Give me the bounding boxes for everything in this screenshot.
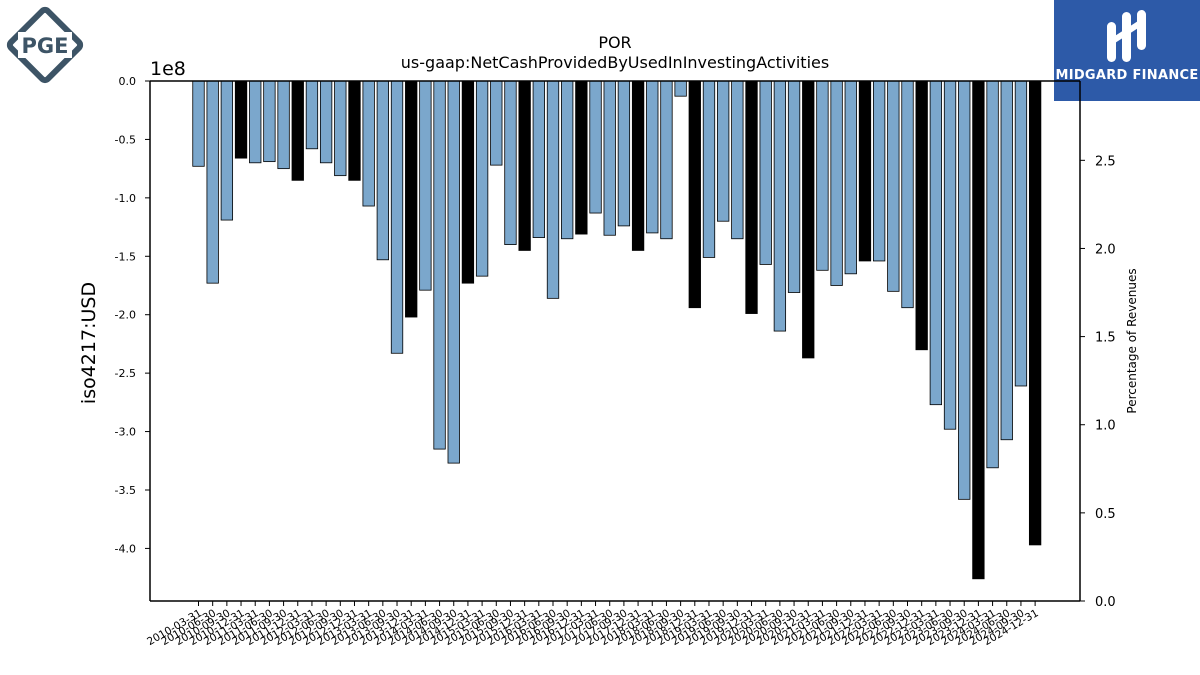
bar-2024-06-30 bbox=[1000, 80, 1013, 441]
bar-2016-03-31 bbox=[532, 80, 545, 238]
bar-2020-09-30 bbox=[787, 80, 801, 293]
y2-tick-label: 1.5 bbox=[1095, 331, 1116, 346]
ticks-group: 0.0 -0.5 -1.0 -1.5 -2.0 -2.5 -3.0 -3.5 -4.0 0.0 0.… bbox=[115, 75, 1116, 648]
chart-subtitle: us-gaap:NetCashProvidedByUsedInInvesting… bbox=[401, 53, 829, 72]
y2-axis-label: Percentage of Revenues bbox=[1125, 268, 1139, 413]
bar-2022-06-30 bbox=[887, 80, 900, 292]
y-tick-label: -2.0 bbox=[115, 309, 136, 322]
bar-2015-03-31 bbox=[475, 80, 489, 277]
bar-2014-06-30 bbox=[433, 80, 446, 450]
bar-2013-09-30 bbox=[390, 80, 404, 354]
bar-2016-12-31 bbox=[575, 80, 588, 235]
bar-2021-03-31 bbox=[816, 80, 829, 271]
y-tick-label: -1.5 bbox=[115, 250, 136, 263]
bar-2011-03-31 bbox=[249, 80, 262, 164]
y-tick-label: -4.0 bbox=[115, 542, 136, 555]
bar-2010-09-30 bbox=[220, 80, 234, 221]
y-tick-label: -1.0 bbox=[115, 192, 136, 205]
y2-tick-label: 2.0 bbox=[1095, 242, 1116, 257]
bars-group bbox=[192, 80, 1042, 580]
y2-tick-label: 2.5 bbox=[1095, 154, 1116, 169]
midgard-finance-logo: MIDGARD FINANCE bbox=[1054, 0, 1200, 101]
bar-2014-12-31 bbox=[461, 80, 475, 284]
chart-title: POR bbox=[598, 33, 631, 52]
bar-2013-12-31 bbox=[405, 80, 418, 318]
bar-2017-06-30 bbox=[603, 80, 616, 236]
bar-2018-09-30 bbox=[674, 80, 687, 97]
bar-2023-09-30 bbox=[958, 80, 971, 500]
bar-2024-09-30 bbox=[1014, 80, 1028, 387]
bar-2020-03-31 bbox=[759, 80, 772, 265]
midgard-mark-icon bbox=[1107, 10, 1146, 62]
bar-2012-12-31 bbox=[348, 80, 361, 181]
bar-2010-12-31 bbox=[234, 80, 248, 159]
bar-2011-12-31 bbox=[291, 80, 304, 181]
bar-2023-06-30 bbox=[943, 80, 957, 430]
bar-2019-06-30 bbox=[717, 80, 730, 222]
bar-2011-09-30 bbox=[277, 80, 290, 170]
bar-2021-12-31 bbox=[858, 80, 872, 262]
y-tick-label: -2.5 bbox=[115, 367, 136, 380]
y2-tick-label: 0.5 bbox=[1095, 507, 1116, 522]
bar-2022-09-30 bbox=[901, 80, 914, 309]
y-axis-label: iso4217:USD bbox=[78, 282, 100, 404]
bar-2021-09-30 bbox=[844, 80, 857, 275]
bar-2024-03-31 bbox=[986, 80, 999, 469]
y2-tick-label: 0.0 bbox=[1095, 595, 1116, 610]
axes-group bbox=[149, 80, 1081, 602]
bar-2016-09-30 bbox=[561, 80, 574, 240]
bar-2017-09-30 bbox=[617, 80, 631, 227]
y-tick-label: -3.5 bbox=[115, 484, 136, 497]
logo-diamond-shape bbox=[6, 6, 84, 84]
bar-2017-12-31 bbox=[631, 80, 645, 251]
bar-2010-03-31 bbox=[192, 80, 205, 167]
bar-2020-06-30 bbox=[773, 80, 787, 332]
bar-2015-09-30 bbox=[504, 80, 517, 246]
bar-2015-06-30 bbox=[490, 80, 503, 166]
bar-2012-03-31 bbox=[305, 80, 319, 150]
y2-tick-label: 1.0 bbox=[1095, 419, 1116, 434]
y-tick-label: -0.5 bbox=[115, 133, 136, 146]
bar-2019-03-31 bbox=[702, 80, 716, 258]
y-tick-label: -3.0 bbox=[115, 426, 136, 439]
bar-2018-03-31 bbox=[646, 80, 659, 234]
bar-2014-09-30 bbox=[447, 80, 460, 464]
bar-2023-12-31 bbox=[972, 80, 985, 580]
bar-2018-06-30 bbox=[660, 80, 673, 240]
bar-2019-12-31 bbox=[745, 80, 758, 314]
bar-2023-03-31 bbox=[929, 80, 943, 406]
bar-2022-12-31 bbox=[915, 80, 928, 351]
bar-2018-12-31 bbox=[688, 80, 701, 309]
pge-logo: PGE bbox=[4, 4, 86, 86]
bar-2011-06-30 bbox=[263, 80, 276, 163]
bar-2010-06-30 bbox=[206, 80, 219, 284]
pge-logo-text: PGE bbox=[22, 34, 69, 58]
bar-2015-12-31 bbox=[518, 80, 531, 251]
bar-2016-06-30 bbox=[546, 80, 560, 299]
bar-2024-12-31 bbox=[1028, 80, 1042, 546]
bar-2013-06-30 bbox=[376, 80, 389, 261]
bar-2019-09-30 bbox=[731, 80, 744, 240]
bar-2020-12-31 bbox=[802, 80, 815, 359]
midgard-logo-text: MIDGARD FINANCE bbox=[1055, 68, 1199, 83]
bar-2012-06-30 bbox=[319, 80, 333, 164]
bar-2021-06-30 bbox=[830, 80, 843, 286]
bar-2013-03-31 bbox=[362, 80, 375, 207]
bar-2014-03-31 bbox=[419, 80, 432, 291]
y-offset-label: 1e8 bbox=[150, 58, 186, 80]
y-tick-label: 0.0 bbox=[119, 75, 137, 88]
bar-2012-09-30 bbox=[334, 80, 347, 177]
bar-2017-03-31 bbox=[589, 80, 602, 214]
bar-2022-03-31 bbox=[872, 80, 886, 262]
